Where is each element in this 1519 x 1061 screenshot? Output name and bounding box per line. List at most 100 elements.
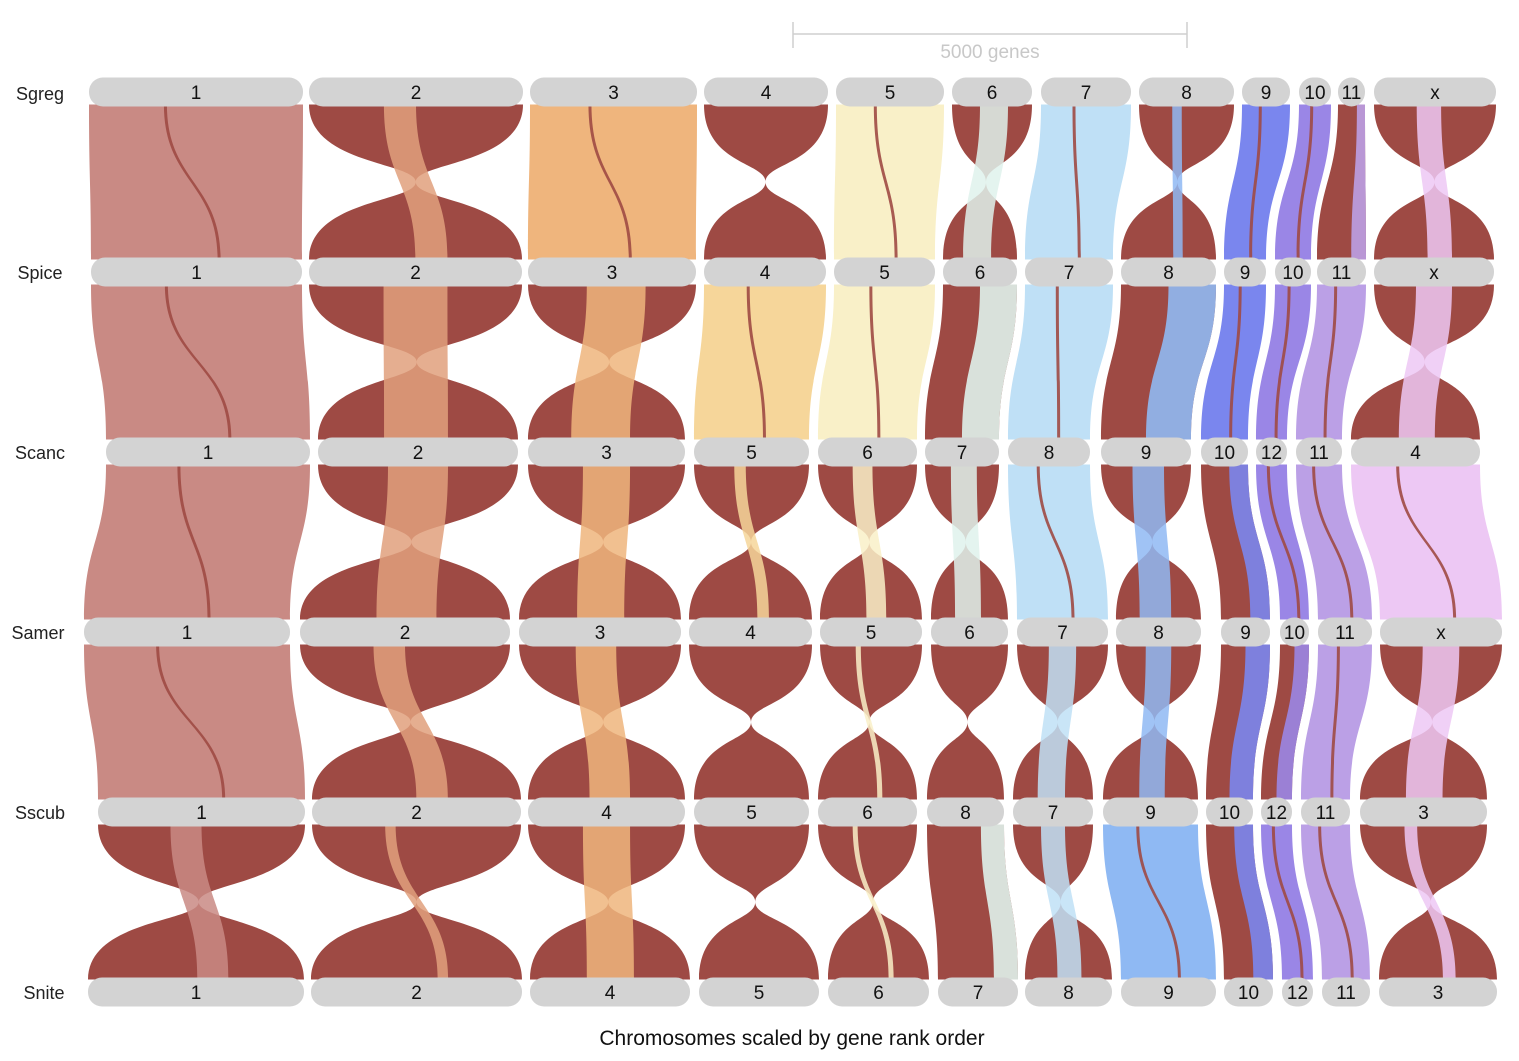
chromosome-label-snite-5: 6 bbox=[873, 983, 884, 1004]
chromosome-bar-snite-12 bbox=[1379, 977, 1497, 1007]
chromosome-label-sscub-4: 5 bbox=[746, 803, 757, 824]
chromosome-bars: 1 2 3 4 5 6 7 8 9 10 11 x1 2 3 4 5 6 7 8 9 10 11 x1 2 3 5 6 7 8 9 10 12… bbox=[84, 77, 1502, 1007]
chromosome-label-snite-8: 9 bbox=[1163, 983, 1174, 1004]
chromosome-label-sscub-8: 9 bbox=[1145, 803, 1156, 824]
chromosome-bar-sgreg-7 bbox=[1041, 77, 1131, 107]
synteny-ribbon-row4-col5 bbox=[818, 644, 922, 800]
synteny-ribbon-row2-col12 bbox=[1351, 284, 1494, 440]
synteny-ribbon-row3-col5 bbox=[818, 464, 922, 620]
chromosome-bar-sscub-2 bbox=[312, 797, 521, 827]
synteny-ribbons bbox=[84, 104, 1502, 980]
chromosome-bar-snite-3 bbox=[530, 977, 690, 1007]
synteny-ribbon-row2-col3 bbox=[528, 284, 696, 440]
chromosome-bar-scanc-8 bbox=[1101, 437, 1191, 467]
synteny-ribbon-row1-col4 bbox=[704, 104, 828, 260]
chromosome-bar-sgreg-1 bbox=[89, 77, 303, 107]
chromosome-bar-sgreg-5 bbox=[836, 77, 944, 107]
synteny-ribbon-row2-col7-thread bbox=[1055, 284, 1061, 440]
synteny-ribbon-row1-col1-thread bbox=[163, 104, 221, 260]
synteny-ribbon-row5-col7-strand bbox=[1041, 824, 1082, 980]
synteny-ribbon-row5-col1-strand bbox=[170, 824, 229, 980]
synteny-ribbon-row2-col6-strand bbox=[962, 284, 1017, 440]
chromosome-label-sgreg-5: 5 bbox=[885, 83, 896, 104]
chromosome-bar-sgreg-8 bbox=[1139, 77, 1234, 107]
synteny-ribbon-row2-col9-thread bbox=[1229, 284, 1242, 440]
chromosome-label-sgreg-2: 2 bbox=[411, 83, 422, 104]
chromosome-bar-spice-7 bbox=[1025, 257, 1113, 287]
synteny-ribbon-row2-col4-thread bbox=[746, 284, 766, 440]
chromosome-bar-spice-5 bbox=[834, 257, 935, 287]
synteny-ribbon-row5-col12-strand bbox=[1404, 824, 1456, 980]
synteny-ribbon-row4-col9-strand bbox=[1229, 644, 1270, 800]
synteny-ribbon-row1-col10-thread bbox=[1296, 104, 1314, 260]
chromosome-label-snite-6: 7 bbox=[973, 983, 984, 1004]
chromosome-label-spice-8: 8 bbox=[1163, 263, 1174, 284]
chromosome-label-snite-3: 4 bbox=[605, 983, 616, 1004]
chromosome-label-snite-7: 8 bbox=[1063, 983, 1074, 1004]
genome-label-snite: Snite bbox=[23, 983, 64, 1003]
chromosome-label-snite-12: 3 bbox=[1433, 983, 1444, 1004]
synteny-ribbon-row2-col5 bbox=[818, 284, 935, 440]
chromosome-bar-sscub-11 bbox=[1301, 797, 1350, 827]
chromosome-label-snite-2: 2 bbox=[411, 983, 422, 1004]
chromosome-bar-scanc-1 bbox=[106, 437, 310, 467]
chromosome-bar-spice-12 bbox=[1374, 257, 1494, 287]
synteny-ribbon-row4-col12-strand bbox=[1405, 644, 1460, 800]
chromosome-bar-spice-10 bbox=[1275, 257, 1311, 287]
synteny-ribbon-row1-col3-thread bbox=[588, 104, 632, 260]
chromosome-label-samer-1: 1 bbox=[182, 623, 193, 644]
synteny-ribbon-row2-col11-thread bbox=[1323, 284, 1338, 440]
chromosome-bar-samer-11 bbox=[1318, 617, 1372, 647]
synteny-ribbon-row5-col6-strand bbox=[980, 824, 1018, 980]
synteny-ribbon-row4-col8 bbox=[1103, 644, 1201, 800]
chromosome-label-spice-11: 11 bbox=[1332, 263, 1352, 284]
synteny-ribbon-row2-col1 bbox=[91, 284, 310, 440]
chromosome-bar-scanc-4 bbox=[694, 437, 809, 467]
synteny-ribbon-row5-col10-thread bbox=[1271, 824, 1304, 980]
scale-bar-label: 5000 genes bbox=[940, 42, 1039, 63]
chromosome-bar-snite-5 bbox=[828, 977, 929, 1007]
synteny-ribbon-row1-col1 bbox=[89, 104, 303, 260]
chromosome-label-sscub-10: 12 bbox=[1266, 803, 1287, 824]
synteny-ribbon-row3-col3 bbox=[519, 464, 685, 620]
synteny-ribbon-row5-col3-strand bbox=[582, 824, 634, 980]
chromosome-bar-spice-8 bbox=[1121, 257, 1216, 287]
synteny-ribbon-row4-col11-thread bbox=[1330, 644, 1340, 800]
chromosome-label-scanc-9: 10 bbox=[1214, 443, 1235, 464]
chromosome-bar-sscub-5 bbox=[818, 797, 917, 827]
chromosome-bar-scanc-10 bbox=[1256, 437, 1287, 467]
chromosome-label-spice-1: 1 bbox=[191, 263, 202, 284]
chromosome-bar-spice-6 bbox=[943, 257, 1017, 287]
chromosome-bar-sgreg-4 bbox=[704, 77, 828, 107]
synteny-ribbon-row3-col10-thread bbox=[1266, 464, 1301, 620]
chromosome-label-scanc-11: 11 bbox=[1309, 443, 1329, 464]
chromosome-label-scanc-4: 5 bbox=[746, 443, 757, 464]
chromosome-bar-samer-3 bbox=[519, 617, 681, 647]
chromosome-bar-samer-1 bbox=[84, 617, 290, 647]
chromosome-bar-sgreg-12 bbox=[1374, 77, 1496, 107]
scale-bar: 5000 genes bbox=[792, 22, 1188, 63]
synteny-ribbon-row1-col6-strand bbox=[963, 104, 1008, 260]
chromosome-bar-samer-9 bbox=[1221, 617, 1270, 647]
chromosome-bar-scanc-9 bbox=[1201, 437, 1248, 467]
chromosome-bar-sgreg-2 bbox=[309, 77, 523, 107]
chromosome-label-scanc-12: 4 bbox=[1410, 443, 1421, 464]
chromosome-bar-scanc-2 bbox=[318, 437, 518, 467]
synteny-ribbon-row3-col2-strand bbox=[376, 464, 448, 620]
chromosome-label-sgreg-1: 1 bbox=[191, 83, 202, 104]
chromosome-bar-scanc-5 bbox=[818, 437, 917, 467]
chromosome-bar-samer-7 bbox=[1017, 617, 1108, 647]
chromosome-bar-samer-12 bbox=[1380, 617, 1502, 647]
synteny-ribbon-row3-col4-strand bbox=[734, 464, 769, 620]
synteny-ribbon-row1-col9-thread bbox=[1249, 104, 1262, 260]
chromosome-label-samer-8: 8 bbox=[1153, 623, 1164, 644]
chromosome-label-sgreg-4: 4 bbox=[761, 83, 772, 104]
chromosome-bar-sscub-6 bbox=[927, 797, 1004, 827]
chromosome-label-samer-3: 3 bbox=[595, 623, 606, 644]
synteny-ribbon-row3-col7-thread bbox=[1036, 464, 1075, 620]
synteny-ribbon-row3-col12-thread bbox=[1396, 464, 1457, 620]
chromosome-label-snite-10: 12 bbox=[1287, 983, 1308, 1004]
chromosome-label-sscub-2: 2 bbox=[411, 803, 422, 824]
chromosome-bar-sscub-1 bbox=[98, 797, 305, 827]
synteny-ribbon-row3-col8-strand bbox=[1132, 464, 1172, 620]
